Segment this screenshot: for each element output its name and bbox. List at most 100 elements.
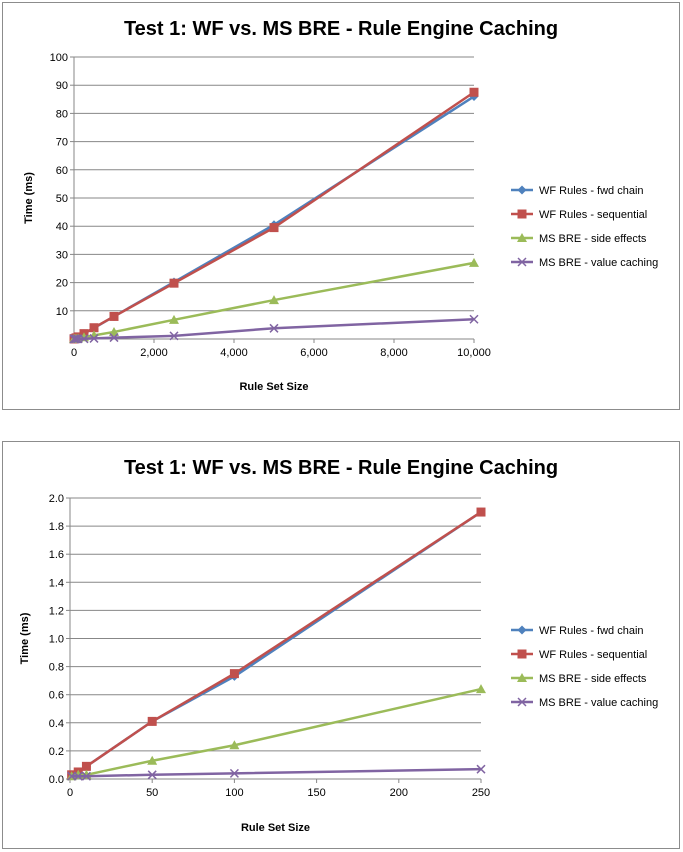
chart-panel-large-range: Test 1: WF vs. MS BRE - Rule Engine Cach…: [2, 2, 680, 410]
data-point: [109, 333, 119, 343]
y-tick-label: 10: [56, 306, 68, 318]
x-tick-label: 10,000: [457, 347, 491, 359]
legend-label: MS BRE - value caching: [539, 697, 658, 709]
x-tick-label: 250: [472, 787, 490, 799]
x-tick-label: 150: [307, 787, 325, 799]
data-point: [469, 87, 479, 97]
data-point: [229, 740, 240, 750]
y-tick-label: 30: [56, 249, 68, 261]
y-tick-label: 80: [56, 108, 68, 120]
y-tick-label: 0.2: [49, 746, 64, 758]
legend-marker: [517, 697, 527, 707]
y-tick-label: 70: [56, 137, 68, 149]
legend-entry: WF Rules - sequential: [511, 649, 647, 661]
series-wf-rules-fwd-chain: [67, 507, 486, 780]
y-tick-label: 1.2: [49, 605, 64, 617]
data-point: [469, 257, 479, 267]
x-axis-label: Rule Set Size: [239, 381, 308, 393]
x-tick-label: 100: [225, 787, 243, 799]
legend-label: MS BRE - value caching: [539, 257, 658, 269]
x-tick-label: 8,000: [380, 347, 408, 359]
y-tick-label: 90: [56, 80, 68, 92]
y-tick-label: 100: [50, 52, 68, 64]
data-point: [169, 331, 179, 341]
series-ms-bre-value-caching: [67, 764, 486, 781]
y-tick-label: 40: [56, 221, 68, 233]
data-point: [269, 295, 279, 305]
legend-label: WF Rules - fwd chain: [539, 625, 644, 637]
y-tick-label: 60: [56, 165, 68, 177]
y-tick-label: 50: [56, 193, 68, 205]
data-point: [69, 334, 79, 344]
gridlines: [74, 56, 474, 312]
line-chart-small-range: Test 1: WF vs. MS BRE - Rule Engine Cach…: [19, 457, 658, 834]
y-tick-label: 20: [56, 278, 68, 290]
data-point: [229, 669, 239, 679]
x-tick-label: 50: [146, 787, 158, 799]
line-chart-large-range: Test 1: WF vs. MS BRE - Rule Engine Cach…: [23, 18, 658, 393]
data-point: [89, 323, 99, 333]
legend-entry: WF Rules - fwd chain: [511, 185, 644, 197]
data-point: [169, 314, 179, 324]
y-tick-label: 1.4: [49, 577, 64, 589]
x-tick-label: 4,000: [220, 347, 248, 359]
y-axis-label: Time (ms): [19, 612, 31, 664]
data-point: [109, 311, 119, 321]
data-point: [109, 326, 119, 336]
chart-panel-small-range: Test 1: WF vs. MS BRE - Rule Engine Cach…: [2, 441, 680, 849]
data-point: [469, 314, 479, 324]
legend-marker: [517, 209, 527, 219]
data-point: [81, 771, 91, 781]
series-line: [71, 767, 482, 778]
x-tick-label: 6,000: [300, 347, 328, 359]
data-point: [147, 716, 157, 726]
data-point: [269, 323, 279, 333]
legend-label: MS BRE - side effects: [539, 673, 647, 685]
data-point: [476, 507, 486, 517]
data-point: [147, 755, 158, 765]
legend-label: WF Rules - sequential: [539, 209, 647, 221]
data-point: [476, 764, 486, 774]
legend-marker: [517, 673, 527, 682]
x-tick-label: 0: [67, 787, 73, 799]
series-ms-bre-side-effects: [69, 257, 479, 343]
legend-label: WF Rules - sequential: [539, 649, 647, 661]
data-point: [89, 333, 99, 343]
chart-title: Test 1: WF vs. MS BRE - Rule Engine Cach…: [124, 18, 558, 40]
legend-entry: WF Rules - sequential: [511, 209, 647, 221]
x-tick-label: 0: [71, 347, 77, 359]
chart-title: Test 1: WF vs. MS BRE - Rule Engine Cach…: [124, 457, 558, 479]
data-point: [67, 771, 77, 781]
legend-label: WF Rules - fwd chain: [539, 185, 644, 197]
x-tick-label: 200: [390, 787, 408, 799]
data-point: [71, 334, 81, 344]
legend-entry: WF Rules - fwd chain: [511, 625, 644, 637]
y-axis-label: Time (ms): [23, 172, 35, 224]
data-point: [73, 771, 83, 781]
data-point: [169, 278, 179, 288]
legend-marker: [517, 233, 527, 242]
legend-entry: MS BRE - side effects: [511, 233, 647, 245]
data-point: [147, 770, 157, 780]
data-point: [79, 334, 89, 344]
series-wf-rules-sequential: [69, 87, 479, 344]
y-tick-label: 1.0: [49, 634, 64, 646]
legend-marker: [517, 649, 527, 659]
y-tick-label: 0.0: [49, 774, 64, 786]
series-ms-bre-value-caching: [69, 314, 479, 344]
series-ms-bre-side-effects: [66, 684, 486, 781]
series-wf-rules-sequential: [67, 507, 486, 780]
legend-marker: [517, 185, 527, 195]
y-tick-label: 0.6: [49, 690, 64, 702]
data-point: [81, 761, 91, 771]
series-line: [71, 687, 482, 778]
y-tick-label: 0.8: [49, 662, 64, 674]
legend-entry: MS BRE - side effects: [511, 673, 647, 685]
y-tick-label: 1.6: [49, 549, 64, 561]
data-point: [229, 768, 239, 778]
x-tick-label: 2,000: [140, 347, 168, 359]
y-tick-label: 2.0: [49, 493, 64, 505]
data-point: [269, 223, 279, 233]
legend-entry: MS BRE - value caching: [511, 257, 658, 269]
legend-label: MS BRE - side effects: [539, 233, 647, 245]
